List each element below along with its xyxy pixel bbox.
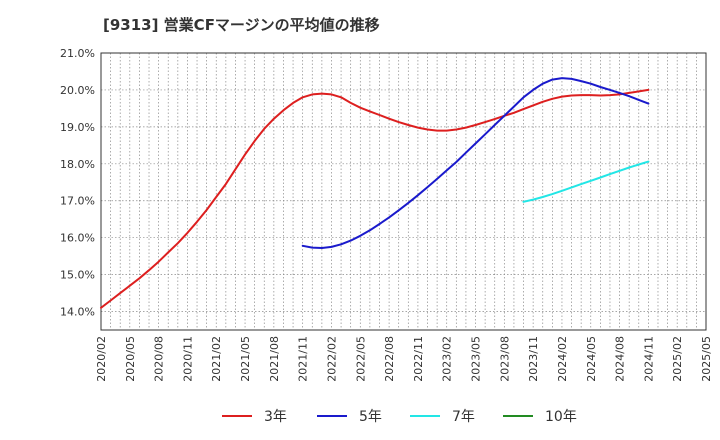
x-tick-label: 2021/05 xyxy=(239,336,252,382)
x-tick-label: 2022/11 xyxy=(412,336,425,382)
series-line-1 xyxy=(301,77,650,249)
series-line-2 xyxy=(522,160,650,203)
legend: 3年 5年 7年 10年 xyxy=(0,404,720,428)
x-tick-label: 2020/02 xyxy=(95,336,108,382)
legend-label-7y: 7年 xyxy=(452,409,475,425)
legend-item-10y: 10年 xyxy=(503,404,577,428)
y-tick-label: 18.0% xyxy=(60,158,95,171)
x-tick-label: 2020/08 xyxy=(153,336,166,382)
y-tick-label: 21.0% xyxy=(60,47,95,60)
x-tick-label: 2022/02 xyxy=(325,336,338,382)
y-tick-label: 16.0% xyxy=(60,232,95,245)
legend-swatch-7y xyxy=(410,415,440,417)
x-tick-label: 2024/11 xyxy=(642,336,655,382)
legend-swatch-10y xyxy=(503,415,533,417)
y-tick-label: 14.0% xyxy=(60,306,95,319)
legend-item-5y: 5年 xyxy=(317,404,382,428)
chart-title: [9313] 営業CFマージンの平均値の推移 xyxy=(103,16,380,34)
legend-item-3y: 3年 xyxy=(222,404,287,428)
plot-border xyxy=(100,52,707,331)
series-line-0 xyxy=(100,88,650,309)
y-tick-label: 15.0% xyxy=(60,269,95,282)
y-tick-label: 19.0% xyxy=(60,121,95,134)
x-tick-label: 2021/02 xyxy=(210,336,223,382)
x-tick-label: 2025/05 xyxy=(700,336,713,382)
legend-swatch-5y xyxy=(317,415,347,417)
x-tick-label: 2020/11 xyxy=(181,336,194,382)
x-tick-label: 2024/02 xyxy=(556,336,569,382)
x-tick-label: 2024/08 xyxy=(614,336,627,382)
legend-label-10y: 10年 xyxy=(545,409,577,425)
legend-label-5y: 5年 xyxy=(359,409,382,425)
y-tick-label: 17.0% xyxy=(60,195,95,208)
legend-label-3y: 3年 xyxy=(264,409,287,425)
x-tick-label: 2022/08 xyxy=(383,336,396,382)
legend-swatch-3y xyxy=(222,415,252,417)
x-tick-label: 2023/05 xyxy=(470,336,483,382)
x-tick-label: 2020/05 xyxy=(124,336,137,382)
x-tick-label: 2024/05 xyxy=(585,336,598,382)
x-tick-label: 2023/08 xyxy=(498,336,511,382)
x-tick-label: 2021/11 xyxy=(297,336,310,382)
x-tick-label: 2021/08 xyxy=(268,336,281,382)
x-tick-label: 2022/05 xyxy=(354,336,367,382)
y-tick-label: 20.0% xyxy=(60,84,95,97)
x-tick-label: 2023/02 xyxy=(441,336,454,382)
legend-item-7y: 7年 xyxy=(410,404,475,428)
x-tick-label: 2023/11 xyxy=(527,336,540,382)
plot-background xyxy=(101,53,706,330)
x-tick-label: 2025/02 xyxy=(671,336,684,382)
